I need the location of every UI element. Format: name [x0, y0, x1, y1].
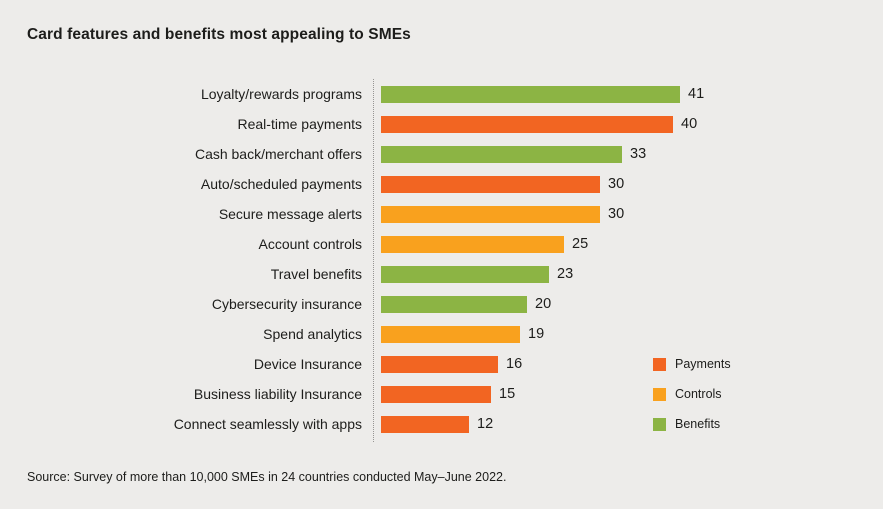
bar-payments [381, 115, 673, 133]
bar-controls [381, 325, 520, 343]
bar-value: 30 [608, 206, 625, 222]
bar-track: 30 [381, 199, 624, 229]
bar-label: Auto/scheduled payments [200, 176, 362, 192]
bar-payments [381, 385, 491, 403]
bar-track: 40 [381, 109, 697, 139]
legend-swatch-controls [653, 387, 666, 401]
bar-track: 16 [381, 349, 522, 379]
bar-value: 12 [477, 416, 494, 432]
bar-value: 23 [557, 266, 574, 282]
bar-chart: Loyalty/rewards programs 41 Real-time pa… [0, 79, 883, 439]
source-note: Source: Survey of more than 10,000 SMEs … [27, 470, 507, 484]
legend-label: Controls [675, 387, 722, 401]
bar-label: Device Insurance [253, 356, 362, 372]
bar-row: Loyalty/rewards programs 41 [0, 79, 883, 109]
bar-label: Real-time payments [237, 116, 363, 132]
bar-benefits [381, 295, 527, 313]
bar-label: Cash back/merchant offers [194, 146, 362, 162]
bar-value: 33 [630, 146, 647, 162]
bar-row: Cash back/merchant offers 33 [0, 139, 883, 169]
bar-payments [381, 355, 498, 373]
bar-benefits [381, 265, 549, 283]
bar-track: 25 [381, 229, 588, 259]
bar-track: 33 [381, 139, 646, 169]
bar-benefits [381, 145, 622, 163]
legend-label: Payments [675, 357, 731, 371]
bar-row: Real-time payments 40 [0, 109, 883, 139]
legend-item: Payments [653, 349, 731, 379]
bar-row: Device Insurance 16 [0, 349, 883, 379]
bar-track: 19 [381, 319, 544, 349]
bar-row: Connect seamlessly with apps 12 [0, 409, 883, 439]
bar-row: Travel benefits 23 [0, 259, 883, 289]
legend-swatch-benefits [653, 417, 666, 431]
bar-track: 41 [381, 79, 704, 109]
baseline-dotted-line [373, 79, 374, 442]
bar-value: 19 [528, 326, 545, 342]
bar-track: 15 [381, 379, 515, 409]
bar-value: 16 [506, 356, 523, 372]
bar-label: Travel benefits [270, 266, 362, 282]
bar-label: Account controls [258, 236, 363, 252]
bar-row: Account controls 25 [0, 229, 883, 259]
bar-row: Cybersecurity insurance 20 [0, 289, 883, 319]
bar-row: Auto/scheduled payments 30 [0, 169, 883, 199]
bar-value: 15 [499, 386, 516, 402]
legend-swatch-payments [653, 357, 666, 371]
bar-benefits [381, 85, 680, 103]
bar-label: Business liability Insurance [193, 386, 362, 402]
bar-label: Spend analytics [263, 326, 362, 342]
bar-track: 23 [381, 259, 573, 289]
bar-payments [381, 175, 600, 193]
bar-label: Connect seamlessly with apps [173, 416, 362, 432]
bar-label: Secure message alerts [218, 206, 362, 222]
bar-row: Spend analytics 19 [0, 319, 883, 349]
bar-label: Loyalty/rewards programs [200, 86, 362, 102]
legend-item: Benefits [653, 409, 731, 439]
bar-value: 30 [608, 176, 625, 192]
bar-payments [381, 415, 469, 433]
bar-track: 12 [381, 409, 493, 439]
bar-row: Business liability Insurance 15 [0, 379, 883, 409]
chart-legend: Payments Controls Benefits [653, 349, 731, 439]
bar-controls [381, 235, 564, 253]
bar-controls [381, 205, 600, 223]
bar-value: 25 [572, 236, 589, 252]
bar-value: 40 [681, 116, 698, 132]
bar-track: 20 [381, 289, 551, 319]
legend-item: Controls [653, 379, 731, 409]
bar-label: Cybersecurity insurance [211, 296, 362, 312]
bar-track: 30 [381, 169, 624, 199]
legend-label: Benefits [675, 417, 721, 431]
bar-row: Secure message alerts 30 [0, 199, 883, 229]
chart-title: Card features and benefits most appealin… [27, 26, 411, 43]
bar-value: 20 [535, 296, 552, 312]
bar-value: 41 [688, 86, 705, 102]
